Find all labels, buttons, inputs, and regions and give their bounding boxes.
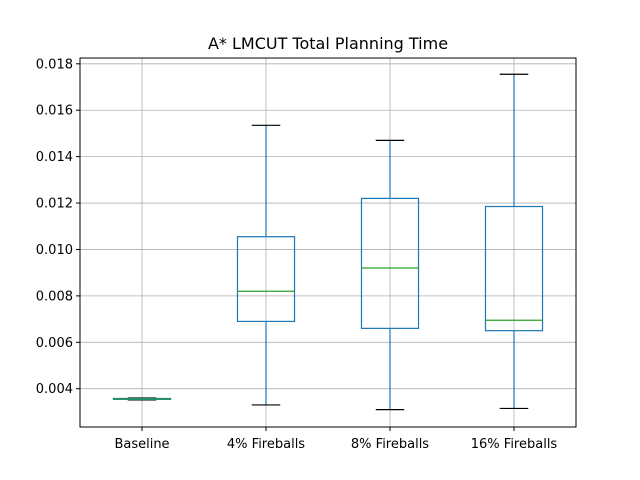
- y-axis: 0.004 0.006 0.008 0.010 0.012 0.014 0.016 0.018: [36, 57, 80, 397]
- iqr-box: [236, 236, 296, 323]
- chart-title: A* LMCUT Total Planning Time: [208, 34, 448, 53]
- x-tick-label: 4% Fireballs: [227, 437, 305, 452]
- x-tick-label: 16% Fireballs: [471, 437, 558, 452]
- y-tick-label: 0.004: [36, 382, 73, 397]
- box-16-fireballs: [484, 73, 544, 410]
- box-8-fireballs: [360, 139, 420, 411]
- x-axis: Baseline 4% Fireballs 8% Fireballs 16% Fire…: [114, 427, 557, 452]
- y-tick-label: 0.016: [36, 104, 73, 119]
- y-tick-label: 0.018: [36, 57, 73, 72]
- x-tick-label: Baseline: [114, 437, 169, 452]
- y-tick-label: 0.012: [36, 197, 73, 212]
- y-tick-label: 0.006: [36, 336, 73, 351]
- y-tick-label: 0.010: [36, 243, 73, 258]
- y-tick-label: 0.014: [36, 150, 73, 165]
- y-tick-label: 0.008: [36, 289, 73, 304]
- grid-lines: [80, 58, 576, 427]
- box-baseline: [112, 397, 172, 401]
- boxes: [112, 73, 544, 411]
- plot-frame: [79, 57, 577, 428]
- box-4-fireballs: [236, 124, 296, 406]
- x-tick-label: 8% Fireballs: [351, 437, 429, 452]
- iqr-box: [484, 205, 544, 332]
- iqr-box: [360, 197, 420, 329]
